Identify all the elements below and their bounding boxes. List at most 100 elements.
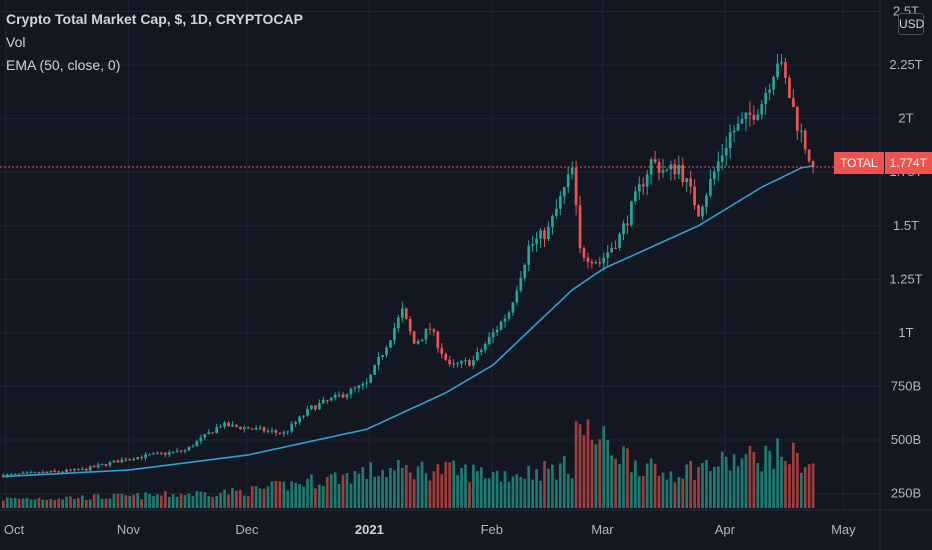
candle[interactable] — [77, 468, 80, 470]
candle[interactable] — [231, 424, 234, 427]
candle[interactable] — [242, 427, 246, 430]
candle[interactable] — [353, 387, 357, 389]
candle[interactable] — [590, 261, 594, 264]
symbol-title[interactable]: Crypto Total Market Cap, $, 1D, CRYPTOCA… — [6, 11, 303, 27]
candle[interactable] — [420, 339, 424, 342]
candle[interactable] — [175, 450, 179, 452]
candle[interactable] — [211, 432, 215, 434]
candle[interactable] — [81, 468, 84, 470]
candle[interactable] — [100, 464, 104, 466]
candle[interactable] — [25, 472, 29, 474]
candle[interactable] — [523, 264, 527, 278]
candle[interactable] — [37, 472, 41, 474]
candle[interactable] — [132, 459, 136, 461]
candle[interactable] — [246, 427, 250, 429]
candle[interactable] — [282, 432, 286, 434]
candle[interactable] — [298, 416, 301, 423]
candle[interactable] — [630, 201, 633, 225]
candle[interactable] — [716, 161, 720, 172]
candle[interactable] — [566, 174, 570, 188]
candle[interactable] — [112, 460, 116, 463]
candle[interactable] — [724, 148, 728, 156]
candle[interactable] — [452, 363, 455, 365]
candle[interactable] — [626, 223, 629, 225]
candle[interactable] — [495, 329, 499, 333]
candle[interactable] — [555, 208, 558, 216]
candle[interactable] — [551, 215, 554, 227]
candle[interactable] — [507, 312, 511, 319]
candle[interactable] — [531, 243, 534, 246]
candle[interactable] — [728, 132, 732, 149]
candle[interactable] — [780, 62, 783, 64]
candle[interactable] — [606, 252, 610, 258]
candle[interactable] — [235, 424, 238, 427]
candle[interactable] — [503, 318, 507, 322]
candle[interactable] — [258, 427, 262, 429]
candle[interactable] — [45, 471, 49, 473]
candle[interactable] — [665, 169, 669, 171]
candle[interactable] — [108, 462, 112, 466]
candle[interactable] — [57, 471, 60, 473]
candle[interactable] — [720, 155, 724, 162]
candle[interactable] — [361, 383, 365, 386]
candle[interactable] — [479, 350, 483, 353]
candle[interactable] — [519, 277, 523, 291]
candle[interactable] — [116, 460, 120, 463]
candle[interactable] — [163, 452, 167, 455]
candle[interactable] — [385, 347, 388, 356]
candle[interactable] — [740, 119, 744, 124]
candle[interactable] — [649, 159, 653, 175]
candle[interactable] — [709, 178, 712, 196]
candle[interactable] — [535, 238, 538, 244]
candle[interactable] — [464, 360, 467, 362]
candle[interactable] — [88, 466, 92, 471]
candle[interactable] — [807, 149, 811, 162]
candle[interactable] — [274, 430, 278, 433]
candle[interactable] — [393, 328, 396, 341]
candle[interactable] — [389, 340, 392, 348]
candle[interactable] — [207, 432, 211, 435]
candle[interactable] — [9, 474, 13, 476]
candle[interactable] — [187, 446, 191, 451]
candle[interactable] — [199, 437, 203, 442]
candle[interactable] — [21, 472, 25, 474]
candle[interactable] — [744, 112, 748, 120]
candle[interactable] — [705, 195, 708, 208]
candle[interactable] — [104, 464, 108, 466]
candle[interactable] — [756, 114, 760, 120]
candle[interactable] — [365, 382, 369, 384]
candle[interactable] — [803, 130, 807, 150]
candle[interactable] — [290, 423, 294, 432]
candle[interactable] — [53, 470, 57, 472]
candle-series[interactable] — [2, 53, 815, 478]
candle[interactable] — [539, 230, 542, 239]
candle[interactable] — [428, 328, 432, 330]
candle[interactable] — [325, 399, 329, 401]
candle[interactable] — [693, 186, 696, 206]
candle[interactable] — [369, 374, 373, 383]
candle[interactable] — [203, 434, 207, 438]
candle[interactable] — [195, 441, 199, 447]
candle[interactable] — [318, 403, 321, 410]
candle[interactable] — [456, 363, 459, 365]
candle[interactable] — [120, 459, 124, 463]
candle[interactable] — [697, 205, 700, 217]
candle[interactable] — [254, 427, 258, 430]
candle[interactable] — [657, 162, 661, 173]
candle[interactable] — [17, 473, 21, 475]
candle[interactable] — [29, 472, 33, 474]
candle[interactable] — [302, 415, 305, 417]
candle[interactable] — [341, 394, 345, 398]
candle[interactable] — [468, 360, 471, 366]
candle[interactable] — [448, 359, 452, 365]
candle[interactable] — [191, 446, 195, 448]
candle[interactable] — [424, 328, 428, 340]
candle[interactable] — [167, 452, 171, 455]
candle[interactable] — [144, 454, 147, 459]
candle[interactable] — [416, 341, 420, 344]
candle[interactable] — [61, 471, 64, 473]
candle[interactable] — [337, 394, 341, 396]
candle[interactable] — [349, 388, 353, 395]
candle[interactable] — [436, 331, 440, 349]
